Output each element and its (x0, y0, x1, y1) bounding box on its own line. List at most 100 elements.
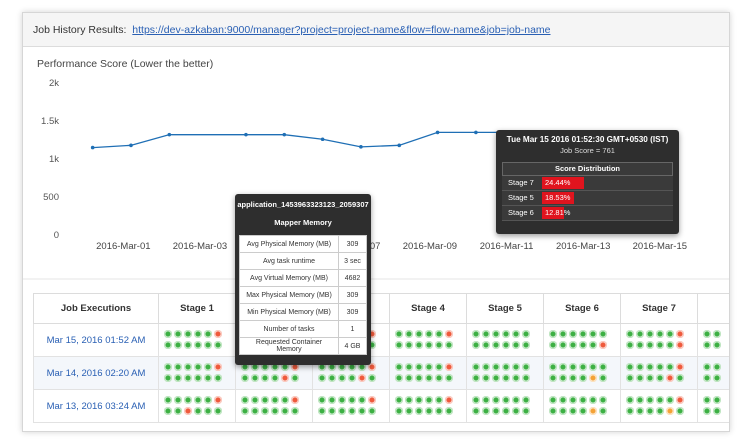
task-status-good-dot[interactable] (482, 330, 490, 339)
task-status-good-dot[interactable] (636, 396, 644, 405)
task-status-good-dot[interactable] (214, 341, 222, 350)
task-status-good-dot[interactable] (281, 407, 289, 416)
task-status-good-dot[interactable] (569, 407, 577, 416)
task-status-good-dot[interactable] (522, 396, 530, 405)
task-status-good-dot[interactable] (512, 396, 520, 405)
task-status-good-dot[interactable] (435, 363, 443, 372)
task-status-good-dot[interactable] (599, 363, 607, 372)
task-status-good-dot[interactable] (656, 363, 664, 372)
task-status-good-dot[interactable] (395, 363, 403, 372)
task-status-severe-dot[interactable] (666, 374, 674, 383)
task-status-good-dot[interactable] (348, 407, 356, 416)
task-status-good-dot[interactable] (204, 396, 212, 405)
task-status-good-dot[interactable] (703, 407, 711, 416)
task-status-good-dot[interactable] (348, 363, 356, 372)
task-status-severe-dot[interactable] (599, 341, 607, 350)
task-status-good-dot[interactable] (599, 407, 607, 416)
task-status-good-dot[interactable] (656, 396, 664, 405)
task-status-good-dot[interactable] (646, 363, 654, 372)
task-status-good-dot[interactable] (435, 374, 443, 383)
task-status-good-dot[interactable] (184, 374, 192, 383)
task-status-severe-dot[interactable] (445, 330, 453, 339)
task-status-severe-dot[interactable] (291, 396, 299, 405)
task-status-good-dot[interactable] (482, 407, 490, 416)
task-status-good-dot[interactable] (472, 330, 480, 339)
task-status-good-dot[interactable] (713, 396, 721, 405)
score-point[interactable] (397, 143, 402, 148)
task-status-good-dot[interactable] (599, 396, 607, 405)
task-status-good-dot[interactable] (425, 363, 433, 372)
task-status-good-dot[interactable] (415, 341, 423, 350)
task-status-good-dot[interactable] (522, 341, 530, 350)
task-status-good-dot[interactable] (204, 341, 212, 350)
task-status-good-dot[interactable] (164, 341, 172, 350)
task-status-good-dot[interactable] (261, 363, 269, 372)
task-status-good-dot[interactable] (204, 374, 212, 383)
task-status-good-dot[interactable] (559, 330, 567, 339)
task-status-good-dot[interactable] (579, 341, 587, 350)
score-point[interactable] (320, 137, 325, 142)
task-status-good-dot[interactable] (164, 330, 172, 339)
task-status-good-dot[interactable] (174, 341, 182, 350)
task-status-good-dot[interactable] (676, 374, 684, 383)
task-status-good-dot[interactable] (194, 396, 202, 405)
task-status-good-dot[interactable] (559, 363, 567, 372)
task-status-good-dot[interactable] (415, 396, 423, 405)
task-status-good-dot[interactable] (472, 396, 480, 405)
task-status-good-dot[interactable] (549, 396, 557, 405)
task-status-good-dot[interactable] (241, 396, 249, 405)
task-status-good-dot[interactable] (194, 374, 202, 383)
task-status-good-dot[interactable] (502, 341, 510, 350)
task-status-severe-dot[interactable] (358, 374, 366, 383)
task-status-good-dot[interactable] (549, 341, 557, 350)
task-status-good-dot[interactable] (549, 363, 557, 372)
task-status-good-dot[interactable] (713, 341, 721, 350)
task-status-moderate-dot[interactable] (589, 407, 597, 416)
task-status-good-dot[interactable] (194, 363, 202, 372)
task-status-good-dot[interactable] (472, 363, 480, 372)
task-status-severe-dot[interactable] (214, 330, 222, 339)
task-status-good-dot[interactable] (395, 374, 403, 383)
task-status-good-dot[interactable] (271, 363, 279, 372)
task-status-good-dot[interactable] (512, 363, 520, 372)
task-status-good-dot[interactable] (713, 330, 721, 339)
task-status-good-dot[interactable] (271, 407, 279, 416)
task-status-good-dot[interactable] (328, 374, 336, 383)
task-status-good-dot[interactable] (318, 396, 326, 405)
task-status-good-dot[interactable] (549, 330, 557, 339)
task-status-good-dot[interactable] (636, 374, 644, 383)
task-status-good-dot[interactable] (636, 363, 644, 372)
task-status-good-dot[interactable] (358, 363, 366, 372)
task-status-good-dot[interactable] (626, 374, 634, 383)
task-status-good-dot[interactable] (445, 341, 453, 350)
task-status-good-dot[interactable] (482, 341, 490, 350)
score-point[interactable] (244, 132, 248, 137)
task-status-good-dot[interactable] (656, 407, 664, 416)
task-status-good-dot[interactable] (318, 407, 326, 416)
score-point[interactable] (90, 145, 95, 150)
task-status-good-dot[interactable] (241, 363, 249, 372)
task-status-severe-dot[interactable] (368, 363, 376, 372)
task-status-good-dot[interactable] (713, 363, 721, 372)
task-status-good-dot[interactable] (482, 374, 490, 383)
task-status-good-dot[interactable] (512, 374, 520, 383)
task-status-good-dot[interactable] (214, 374, 222, 383)
score-point[interactable] (435, 130, 440, 135)
task-status-good-dot[interactable] (646, 407, 654, 416)
task-status-good-dot[interactable] (512, 341, 520, 350)
task-status-good-dot[interactable] (415, 407, 423, 416)
task-status-good-dot[interactable] (435, 341, 443, 350)
task-status-good-dot[interactable] (204, 407, 212, 416)
score-point[interactable] (167, 132, 172, 137)
task-status-good-dot[interactable] (703, 341, 711, 350)
task-status-good-dot[interactable] (482, 396, 490, 405)
task-status-moderate-dot[interactable] (589, 374, 597, 383)
task-status-good-dot[interactable] (549, 407, 557, 416)
task-status-good-dot[interactable] (164, 407, 172, 416)
task-status-good-dot[interactable] (492, 341, 500, 350)
task-status-good-dot[interactable] (472, 407, 480, 416)
task-status-good-dot[interactable] (348, 374, 356, 383)
task-status-good-dot[interactable] (405, 330, 413, 339)
execution-date-link[interactable]: Mar 13, 2016 03:24 AM (33, 389, 159, 423)
task-status-good-dot[interactable] (445, 407, 453, 416)
